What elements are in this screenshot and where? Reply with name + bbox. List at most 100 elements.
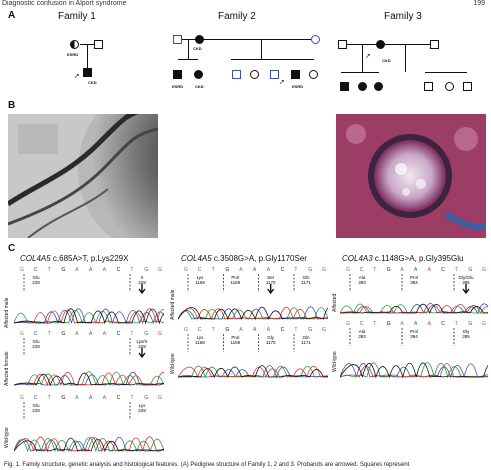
codon-position-label: 1171	[301, 340, 311, 345]
pedigree-deceased-male	[173, 35, 182, 44]
base-call-label: A	[89, 267, 93, 273]
base-call-label: G	[225, 267, 229, 273]
trace-line	[340, 303, 488, 315]
codon-aa-label: Lys	[197, 335, 205, 340]
codon-position-label: 228	[32, 344, 40, 349]
pedigree-affected-female	[194, 70, 203, 79]
base-call-label: G	[61, 331, 65, 337]
codon-aa-label: Gly/Glu	[458, 275, 474, 280]
running-title: Diagnostic confusion in Alport syndrome	[2, 0, 127, 7]
row-label: Wild-type	[170, 353, 176, 374]
row-label: Wild-type	[4, 427, 10, 448]
codon-aa-label: Ala	[359, 329, 366, 334]
base-call-label: G	[482, 267, 486, 273]
base-call-label: A	[89, 331, 93, 337]
base-call-label: A	[89, 395, 93, 401]
trace-line	[178, 365, 328, 379]
base-call-label: C	[34, 395, 38, 401]
trace-line	[340, 303, 488, 315]
base-call-label: A	[267, 267, 271, 273]
codon-aa-label: Lys	[139, 403, 147, 408]
base-call-label: C	[360, 267, 364, 273]
codon-aa-label: Ser	[267, 275, 275, 280]
page-number: 199	[473, 0, 485, 7]
figure-caption: Fig. 1. Family structure, genetic analys…	[4, 462, 410, 468]
row-label: Affected female	[4, 351, 10, 386]
pedigree-affected-male	[173, 70, 182, 79]
base-call-label: A	[400, 267, 404, 273]
codon-position-label: 1170	[266, 340, 276, 345]
base-call-label: G	[346, 267, 350, 273]
pedigree-male	[424, 82, 433, 91]
base-call-label: T	[212, 327, 215, 333]
base-call-label: T	[455, 267, 458, 273]
mutation-arrow-icon	[138, 348, 146, 359]
pedigree-male	[270, 70, 279, 79]
base-call-label: G	[158, 395, 162, 401]
codon-position-label: 228	[32, 408, 40, 413]
codon-position-label: 395	[462, 334, 470, 339]
base-call-label: A	[103, 395, 107, 401]
pedigree-affected-male	[83, 68, 92, 77]
base-call-label: C	[281, 267, 285, 273]
codon-aa-label: Lys	[197, 275, 205, 280]
base-call-label: A	[267, 327, 271, 333]
histology-image	[336, 114, 486, 238]
codon-position-label: 394	[410, 334, 418, 339]
base-call-label: G	[308, 327, 312, 333]
codon-aa-label: Gln	[302, 335, 310, 340]
proband-arrow-icon: ➚	[74, 73, 80, 80]
trace-line	[14, 308, 164, 325]
pedigree-male	[338, 40, 347, 49]
base-call-label: A	[253, 267, 257, 273]
trace-line	[14, 436, 164, 453]
base-call-label: G	[20, 267, 24, 273]
codon-aa-label: Glu	[32, 275, 40, 280]
base-call-label: G	[158, 331, 162, 337]
panel-c-label: C	[8, 243, 16, 254]
proband-arrow-icon: ➚	[279, 79, 285, 86]
base-call-label: G	[144, 267, 148, 273]
base-call-label: A	[428, 321, 432, 327]
base-call-label: A	[414, 321, 418, 327]
base-call-label: A	[75, 331, 79, 337]
base-call-label: A	[103, 267, 107, 273]
base-call-label: T	[373, 321, 376, 327]
base-call-label: G	[322, 327, 326, 333]
mutation-arrow-icon	[267, 284, 275, 295]
proband-arrow-icon: ➚	[365, 53, 371, 60]
base-call-label: T	[48, 331, 51, 337]
pedigree-affected-female	[195, 35, 204, 44]
pedigree-male	[232, 70, 241, 79]
base-call-label: C	[117, 395, 121, 401]
base-call-label: C	[117, 331, 121, 337]
codon-position-label: 1168	[195, 280, 205, 285]
base-call-label: G	[482, 321, 486, 327]
base-call-label: G	[468, 321, 472, 327]
base-call-label: G	[61, 267, 65, 273]
row-label: Affected male	[170, 289, 176, 320]
base-call-label: C	[441, 321, 445, 327]
base-call-label: G	[308, 267, 312, 273]
base-call-label: G	[346, 321, 350, 327]
pedigree-male	[463, 82, 472, 91]
base-call-label: T	[130, 395, 133, 401]
row-label: Affected male	[4, 297, 10, 328]
base-call-label: G	[61, 395, 65, 401]
codon-aa-label: Ala	[359, 275, 366, 280]
base-call-label: C	[117, 267, 121, 273]
base-call-label: A	[428, 267, 432, 273]
codon-position-label: 393	[358, 280, 366, 285]
base-call-label: C	[441, 267, 445, 273]
trace-line	[340, 303, 488, 315]
pedigree-affected-male	[340, 82, 349, 91]
base-call-label: T	[48, 395, 51, 401]
base-call-label: C	[198, 327, 202, 333]
base-call-label: C	[198, 267, 202, 273]
esrd-label: ESRD	[292, 84, 304, 89]
variant-title-col3: COL4A3 c.1148G>A, p.Gly395Glu	[342, 254, 464, 263]
